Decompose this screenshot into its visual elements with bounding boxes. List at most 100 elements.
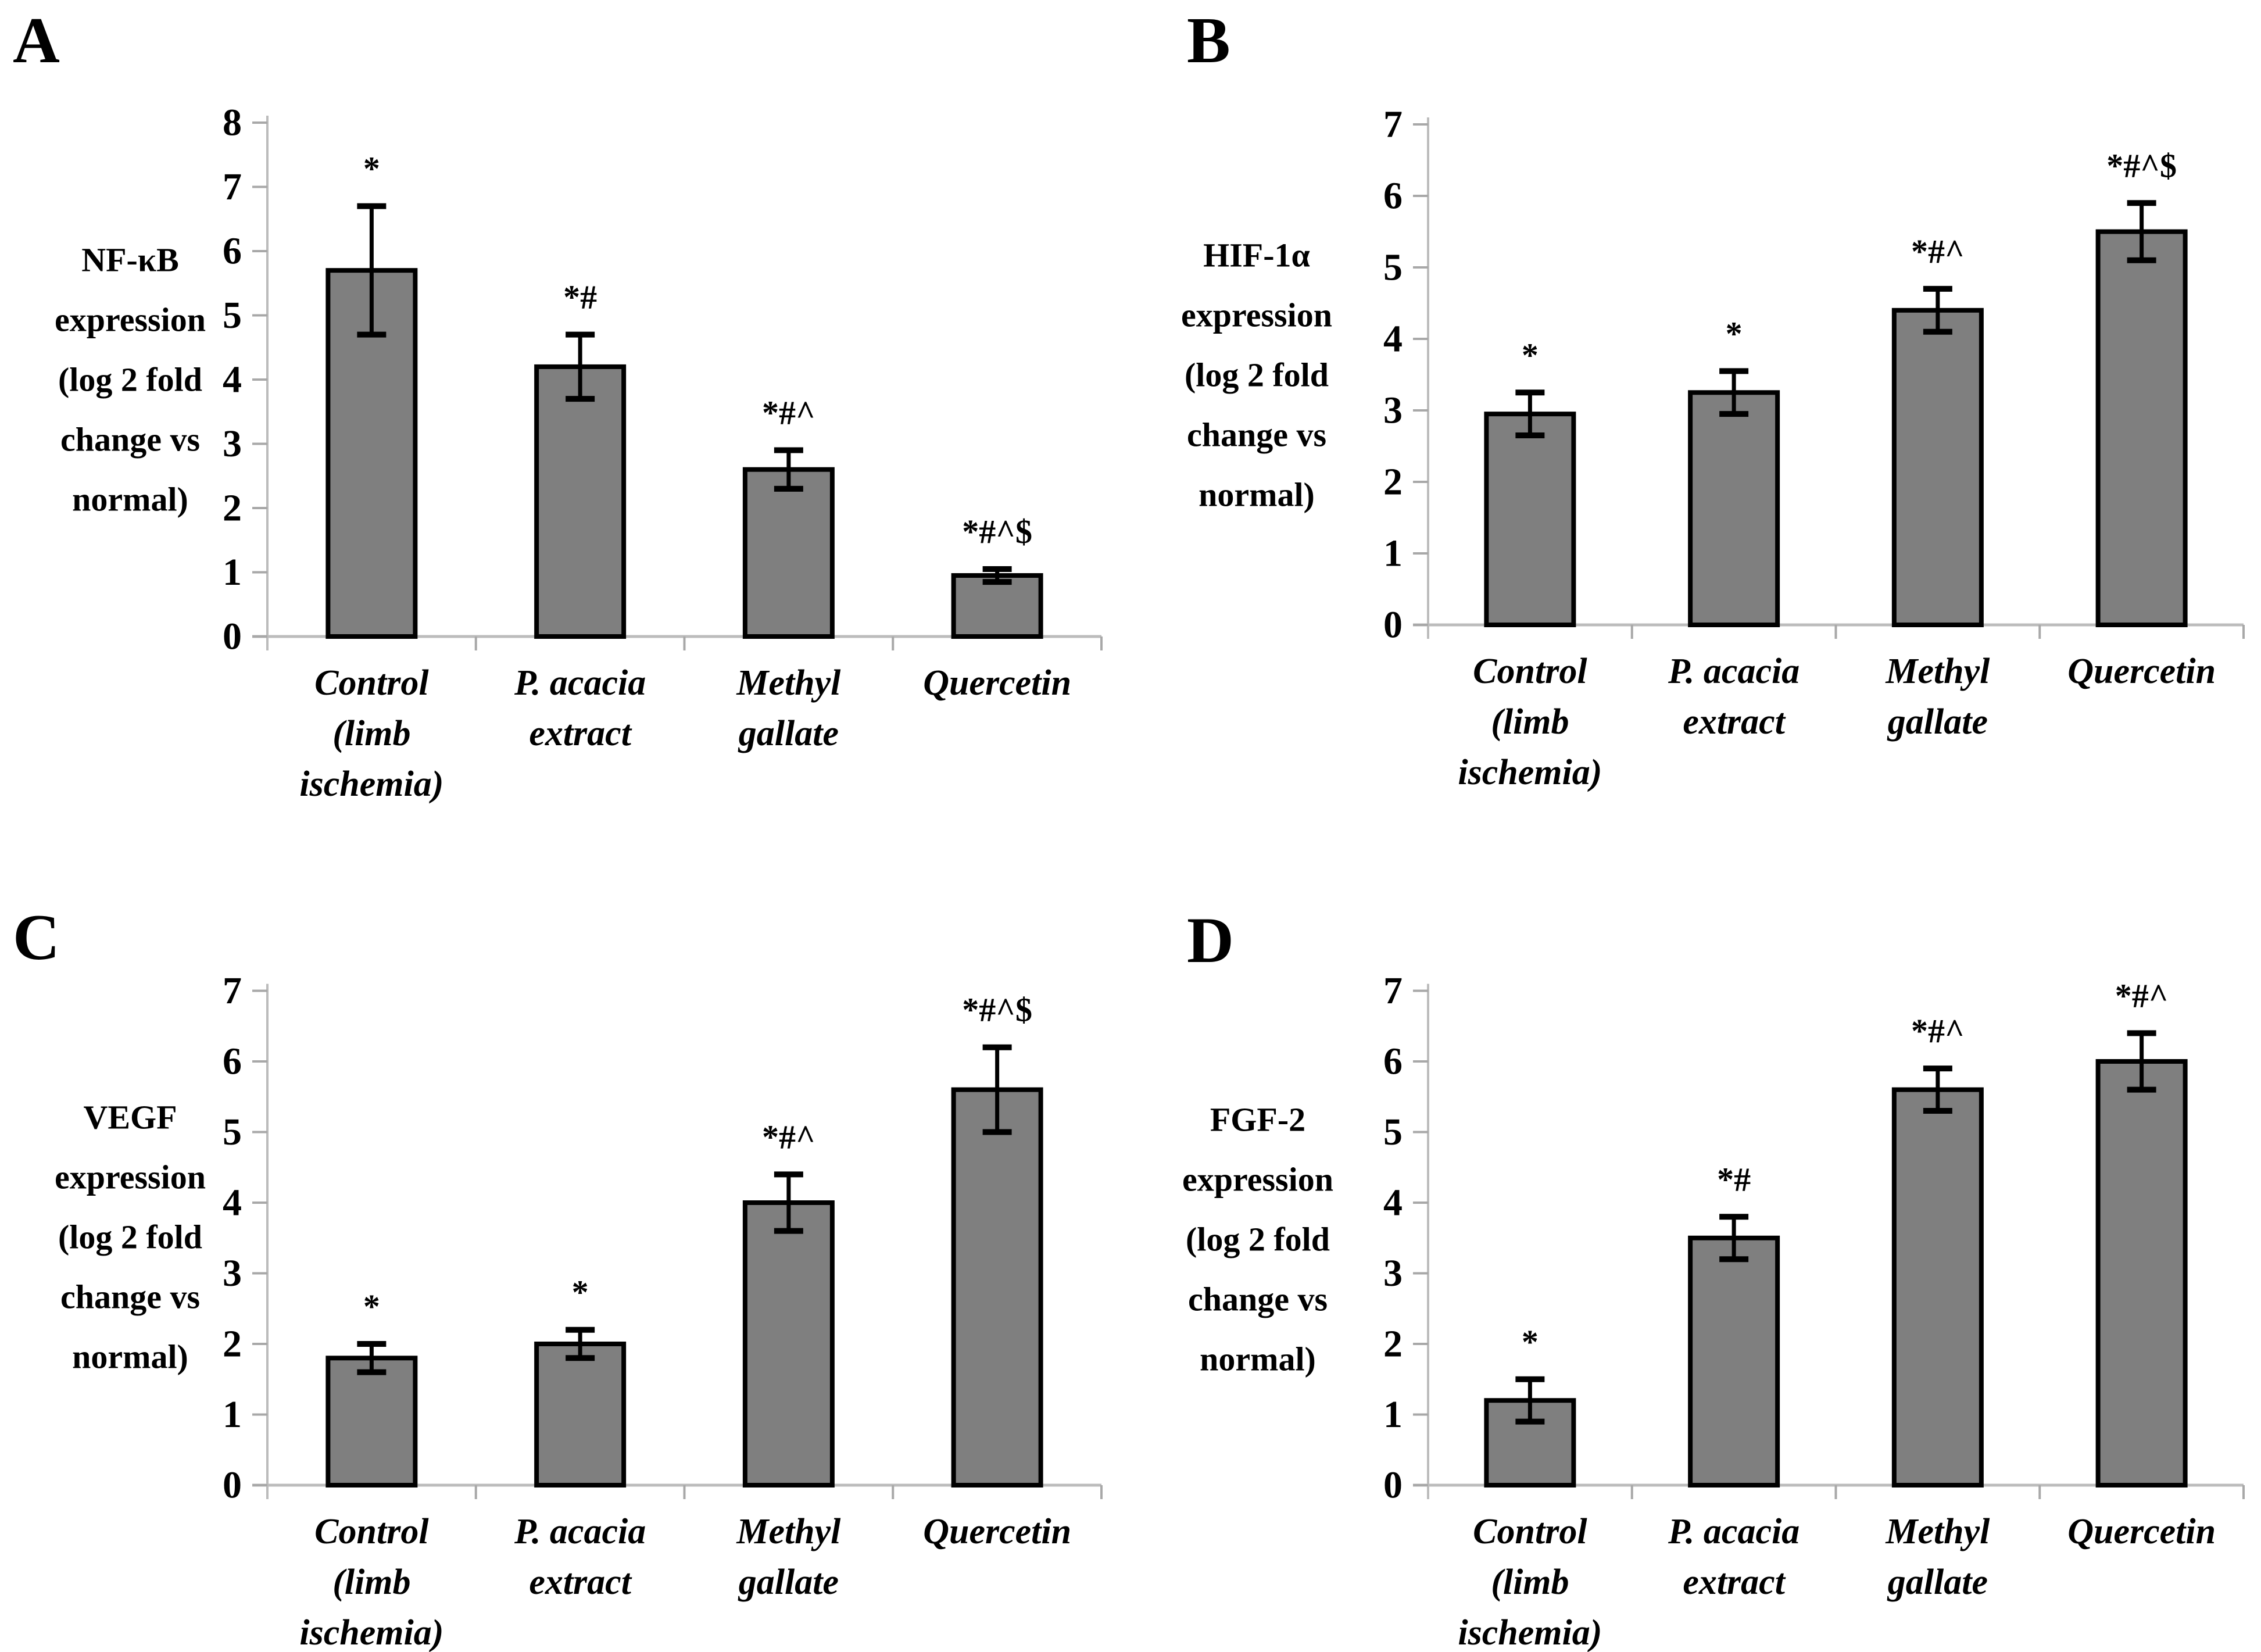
bar-methyl bbox=[742, 1200, 835, 1487]
bar-p bbox=[534, 1342, 627, 1487]
y-tick-label: 4 bbox=[1383, 1182, 1403, 1224]
panel-b-chart: 0 1 2 3 4 5 6 7 * Control (limb ischemia) * P. acacia… bbox=[1383, 103, 2245, 792]
category-label: Control bbox=[1473, 652, 1587, 691]
panel-d-chart: 0 1 2 3 4 5 6 7 * Control (limb ischemia) *# P. acaci… bbox=[1383, 970, 2245, 1652]
category-label: Quercetin bbox=[2067, 1512, 2216, 1551]
significance-annotation: *#^ bbox=[762, 394, 815, 432]
category-label: Methyl bbox=[1885, 652, 1990, 691]
y-tick-label: 5 bbox=[1383, 1111, 1403, 1153]
y-tick-label: 5 bbox=[223, 1111, 242, 1153]
category-label: ischemia) bbox=[299, 1613, 443, 1652]
category-label: P. acacia bbox=[1668, 652, 1800, 691]
y-tick-label: 1 bbox=[1383, 1393, 1403, 1436]
category-label: Quercetin bbox=[2067, 652, 2216, 691]
panel-c-letter: C bbox=[13, 902, 60, 974]
category-label: extract bbox=[1683, 1562, 1786, 1602]
category-label: P. acacia bbox=[1668, 1512, 1800, 1551]
panel-a-letter: A bbox=[13, 5, 60, 77]
significance-annotation: *# bbox=[563, 278, 597, 316]
y-tick-label: 4 bbox=[1383, 318, 1403, 360]
y-tick-label: 3 bbox=[1383, 1252, 1403, 1295]
category-label: Methyl bbox=[736, 1512, 841, 1551]
category-label: Methyl bbox=[736, 663, 841, 703]
y-tick-label: 0 bbox=[223, 1464, 242, 1507]
bar-control bbox=[1484, 412, 1576, 628]
y-tick-label: 5 bbox=[223, 294, 242, 337]
category-label: gallate bbox=[1887, 1562, 1988, 1602]
panel-b-y-axis-title: HIF-1α expression (log 2 fold change vs … bbox=[1181, 236, 1332, 514]
category-label: extract bbox=[529, 714, 632, 753]
y-tick-label: 4 bbox=[223, 359, 242, 401]
bar-control bbox=[325, 1356, 418, 1488]
category-label: Quercetin bbox=[923, 1512, 1071, 1551]
y-tick-label: 3 bbox=[223, 423, 242, 465]
y-tick-label: 7 bbox=[223, 166, 242, 208]
bar-methyl bbox=[1891, 1087, 1984, 1487]
category-label: gallate bbox=[738, 1562, 839, 1602]
significance-annotation: * bbox=[363, 150, 380, 188]
y-tick-label: 4 bbox=[223, 1182, 242, 1224]
category-label: Control bbox=[314, 1512, 429, 1551]
significance-annotation: *#^ bbox=[1911, 233, 1965, 270]
category-label: Control bbox=[314, 663, 429, 703]
panel-a-y-axis-title: NF-κB expression (log 2 fold change vs n… bbox=[55, 241, 206, 519]
y-tick-label: 6 bbox=[1383, 1040, 1403, 1083]
significance-annotation: *#^$ bbox=[962, 513, 1032, 550]
significance-annotation: *#^ bbox=[1911, 1012, 1965, 1050]
category-label: gallate bbox=[1887, 702, 1988, 742]
y-tick-label: 7 bbox=[1383, 970, 1403, 1012]
panel-b-letter: B bbox=[1187, 5, 1230, 77]
significance-annotation: *#^ bbox=[762, 1118, 815, 1156]
y-tick-label: 8 bbox=[223, 102, 242, 144]
category-label: (limb bbox=[332, 714, 410, 753]
category-label: (limb bbox=[1491, 702, 1569, 742]
category-label: gallate bbox=[738, 714, 839, 753]
y-tick-label: 6 bbox=[223, 230, 242, 273]
bar-methyl bbox=[742, 467, 835, 639]
significance-annotation: *#^ bbox=[2115, 977, 2169, 1014]
category-label: Methyl bbox=[1885, 1512, 1990, 1551]
category-label: extract bbox=[1683, 702, 1786, 742]
bar-quercetin bbox=[951, 1087, 1043, 1487]
panel-c-y-axis-title: VEGF expression (log 2 fold change vs no… bbox=[55, 1098, 206, 1376]
panel-c-chart: 0 1 2 3 4 5 6 7 * Control (limb ischemia) * P. acacia… bbox=[223, 970, 1103, 1652]
y-tick-label: 3 bbox=[223, 1252, 242, 1295]
category-label: Control bbox=[1473, 1512, 1587, 1551]
y-tick-label: 2 bbox=[1383, 1323, 1403, 1365]
panel-d-letter: D bbox=[1187, 904, 1234, 977]
significance-annotation: * bbox=[572, 1274, 589, 1311]
y-tick-label: 1 bbox=[223, 551, 242, 593]
significance-annotation: * bbox=[1522, 1323, 1539, 1361]
category-label: ischemia) bbox=[299, 764, 443, 804]
y-tick-label: 6 bbox=[223, 1040, 242, 1083]
bar-quercetin bbox=[2095, 229, 2188, 627]
bar-quercetin bbox=[2095, 1059, 2188, 1487]
significance-annotation: *# bbox=[1717, 1160, 1751, 1198]
y-tick-label: 0 bbox=[1383, 1464, 1403, 1507]
bar-methyl bbox=[1891, 307, 1984, 627]
y-tick-label: 6 bbox=[1383, 175, 1403, 217]
y-tick-label: 7 bbox=[223, 970, 242, 1012]
bar-quercetin bbox=[951, 573, 1043, 639]
y-tick-label: 0 bbox=[223, 616, 242, 658]
y-tick-label: 2 bbox=[1383, 461, 1403, 503]
y-tick-label: 2 bbox=[223, 487, 242, 530]
category-label: ischemia) bbox=[1458, 753, 1602, 792]
significance-annotation: * bbox=[1726, 314, 1743, 352]
y-tick-label: 0 bbox=[1383, 604, 1403, 646]
y-tick-label: 2 bbox=[223, 1323, 242, 1365]
category-label: (limb bbox=[1491, 1562, 1569, 1602]
bar-p bbox=[534, 364, 627, 639]
panel-d-y-axis-title: FGF-2 expression (log 2 fold change vs n… bbox=[1182, 1100, 1333, 1378]
significance-annotation: *#^$ bbox=[962, 991, 1032, 1029]
y-tick-label: 1 bbox=[223, 1393, 242, 1436]
bar-p bbox=[1688, 390, 1780, 627]
category-label: P. acacia bbox=[514, 663, 646, 703]
panel-a-chart: 0 1 2 3 4 5 6 7 8 * Control (limb ischemia) *# P. acac… bbox=[223, 102, 1103, 804]
category-label: extract bbox=[529, 1562, 632, 1602]
category-label: ischemia) bbox=[1458, 1613, 1602, 1652]
y-tick-label: 7 bbox=[1383, 103, 1403, 146]
